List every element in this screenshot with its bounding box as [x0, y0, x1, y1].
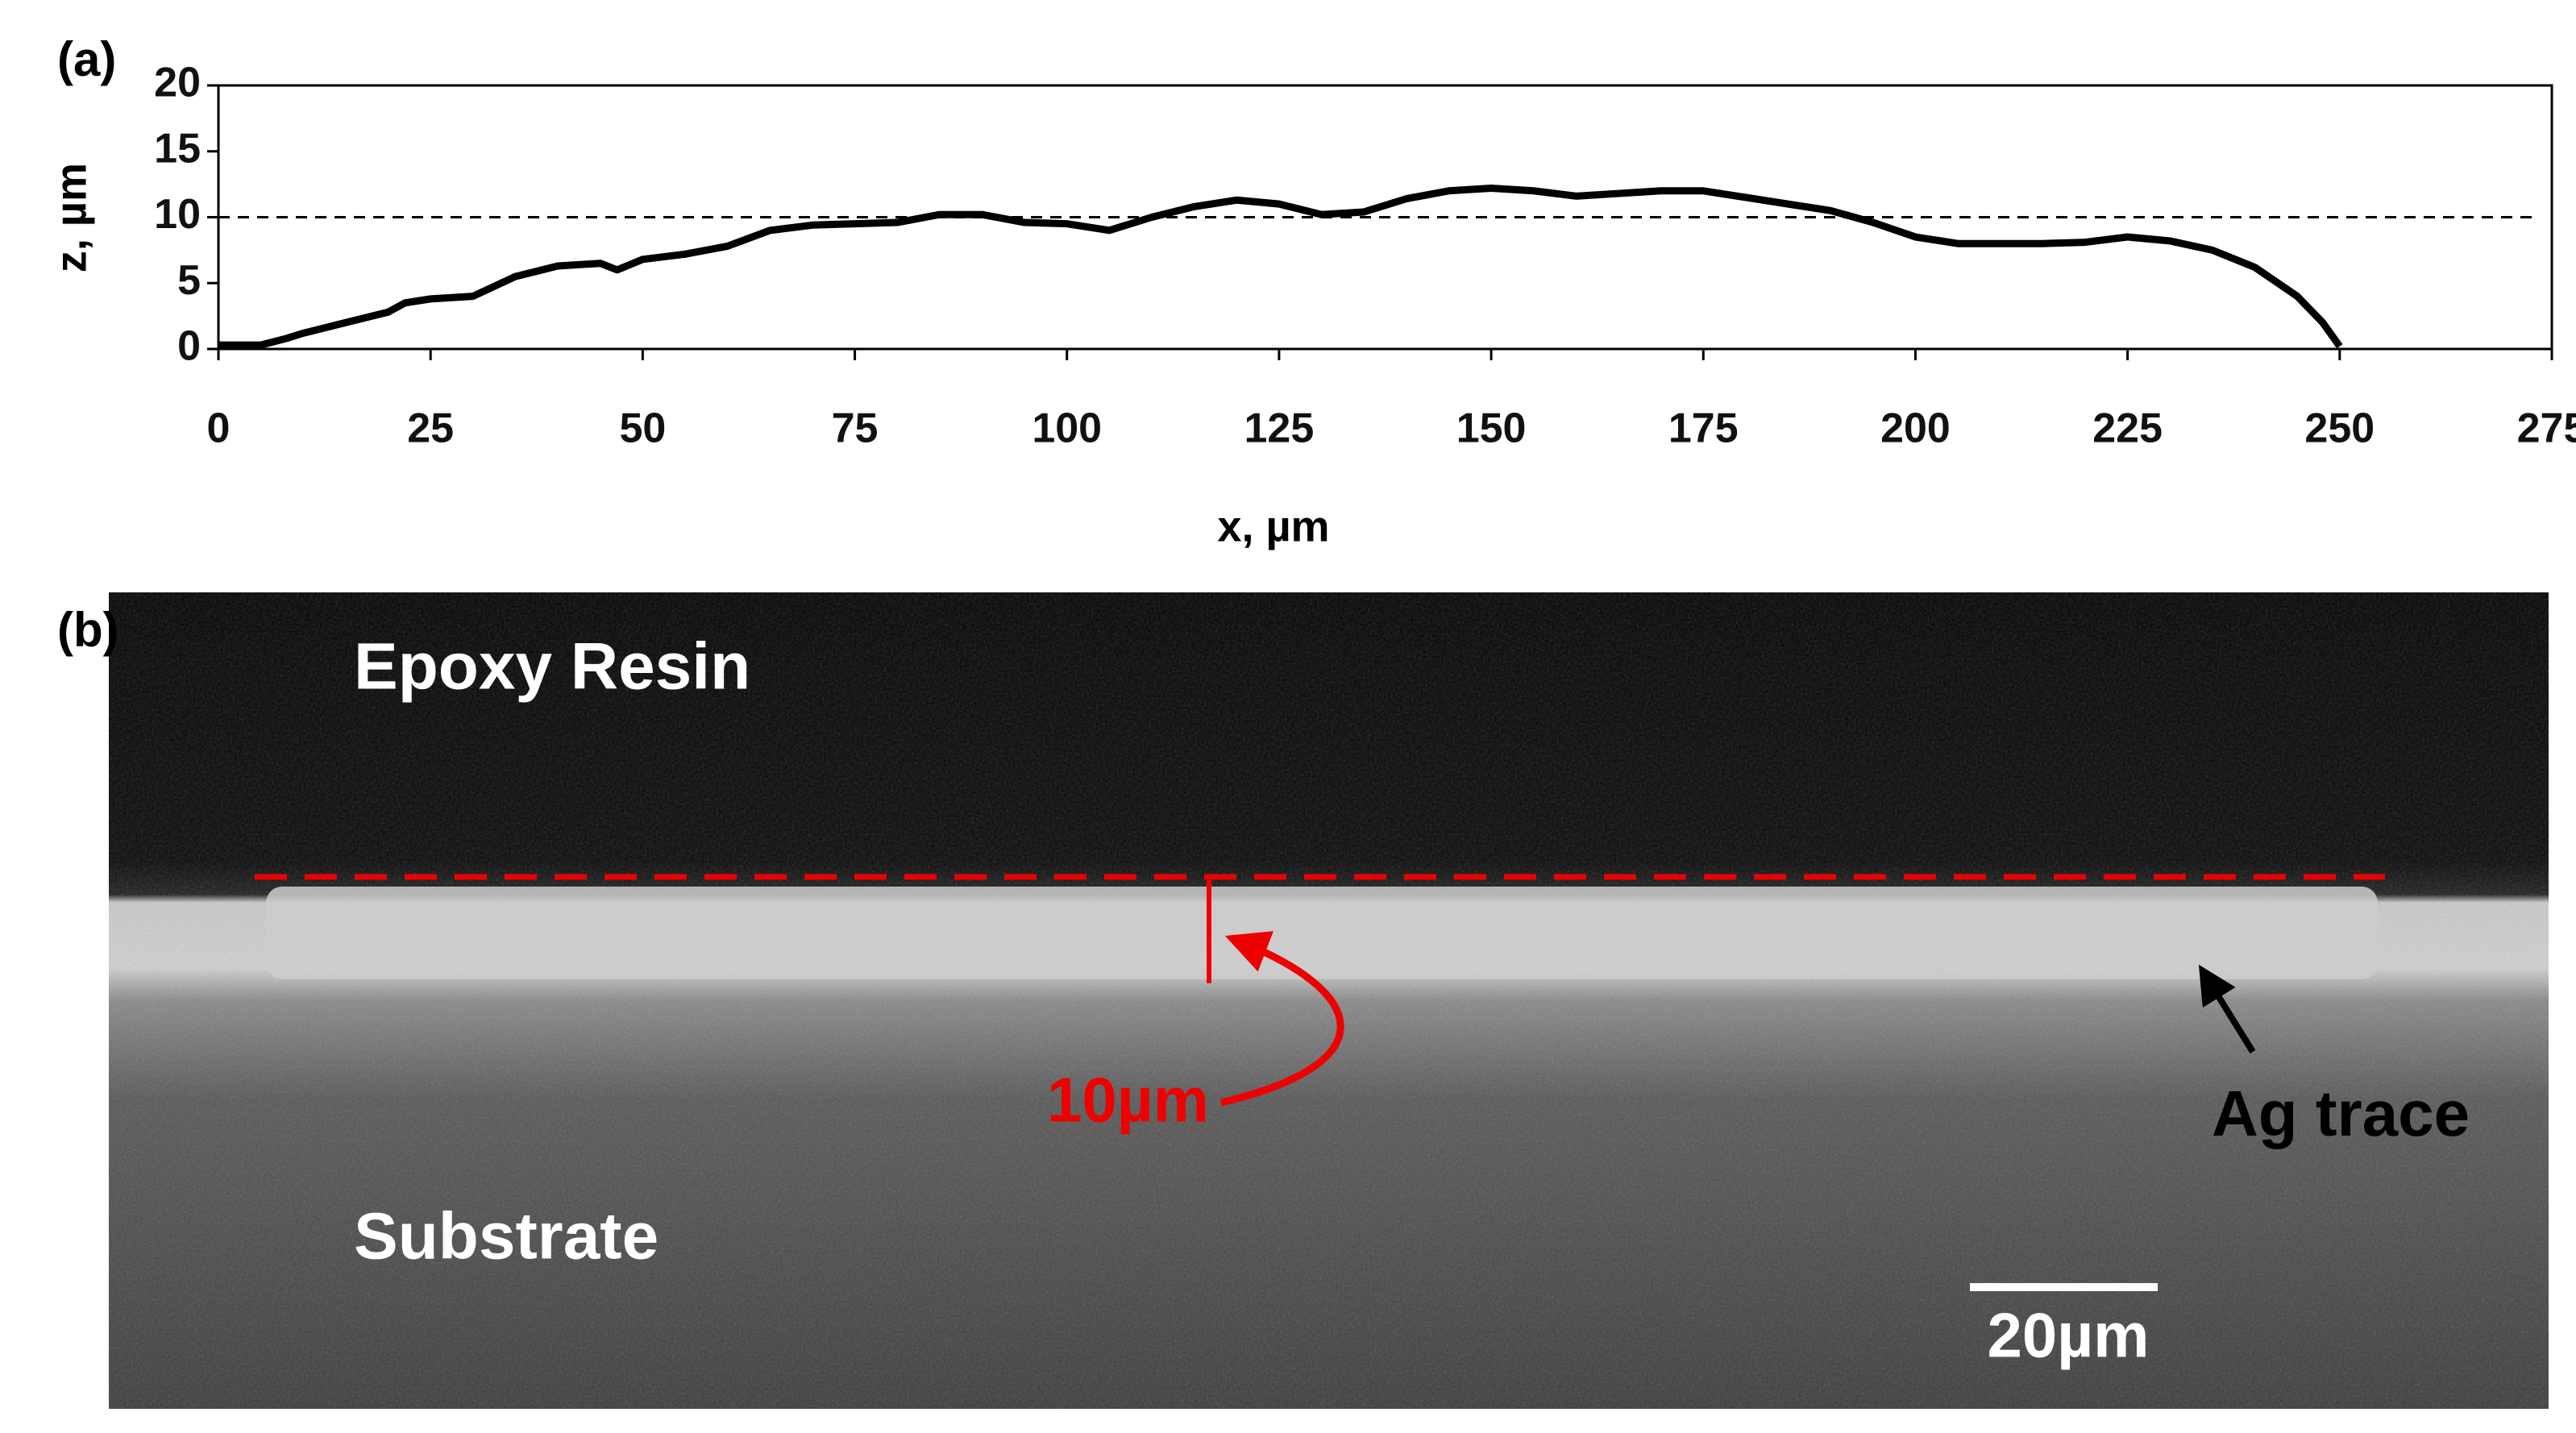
y-axis-label: z, µm: [47, 163, 95, 272]
height-label: 10µm: [1047, 1065, 1209, 1136]
x-axis-label: x, µm: [1217, 502, 1329, 550]
y-tick-label: 5: [177, 257, 201, 304]
sem-panel: (b) Epoxy Resin Substrate 10µm Ag trace …: [57, 592, 2549, 1409]
region-label: Epoxy Resin: [354, 630, 750, 704]
x-tick-label: 250: [2304, 405, 2374, 452]
x-tick-label: 275: [2517, 405, 2576, 452]
x-tick-label: 75: [832, 405, 879, 452]
y-tick-label: 15: [154, 125, 201, 172]
x-tick-label: 100: [1032, 405, 1102, 452]
x-tick-label: 50: [619, 405, 666, 452]
y-tick-label: 10: [154, 191, 201, 238]
x-tick-label: 125: [1244, 405, 1315, 452]
panel-label: (b): [57, 603, 119, 657]
y-tick-label: 0: [177, 323, 201, 370]
profile-line: [218, 185, 2343, 349]
x-tick-label: 150: [1456, 405, 1527, 452]
scale-label: 20µm: [1987, 1300, 2149, 1371]
trace-arrow: [2198, 964, 2256, 1054]
x-tick-label: 25: [407, 405, 454, 452]
x-tick-label: 0: [207, 405, 231, 452]
trace-label: Ag trace: [2212, 1078, 2470, 1149]
y-tick-label: 20: [154, 60, 201, 106]
panel-label: (a): [57, 32, 116, 86]
x-tick-label: 175: [1668, 405, 1739, 452]
region-label: Substrate: [354, 1200, 659, 1273]
ag-trace: [266, 887, 2378, 979]
x-tick-label: 200: [1880, 405, 1951, 452]
x-tick-label: 225: [2092, 405, 2163, 452]
height-arrow: [1219, 931, 1344, 1107]
